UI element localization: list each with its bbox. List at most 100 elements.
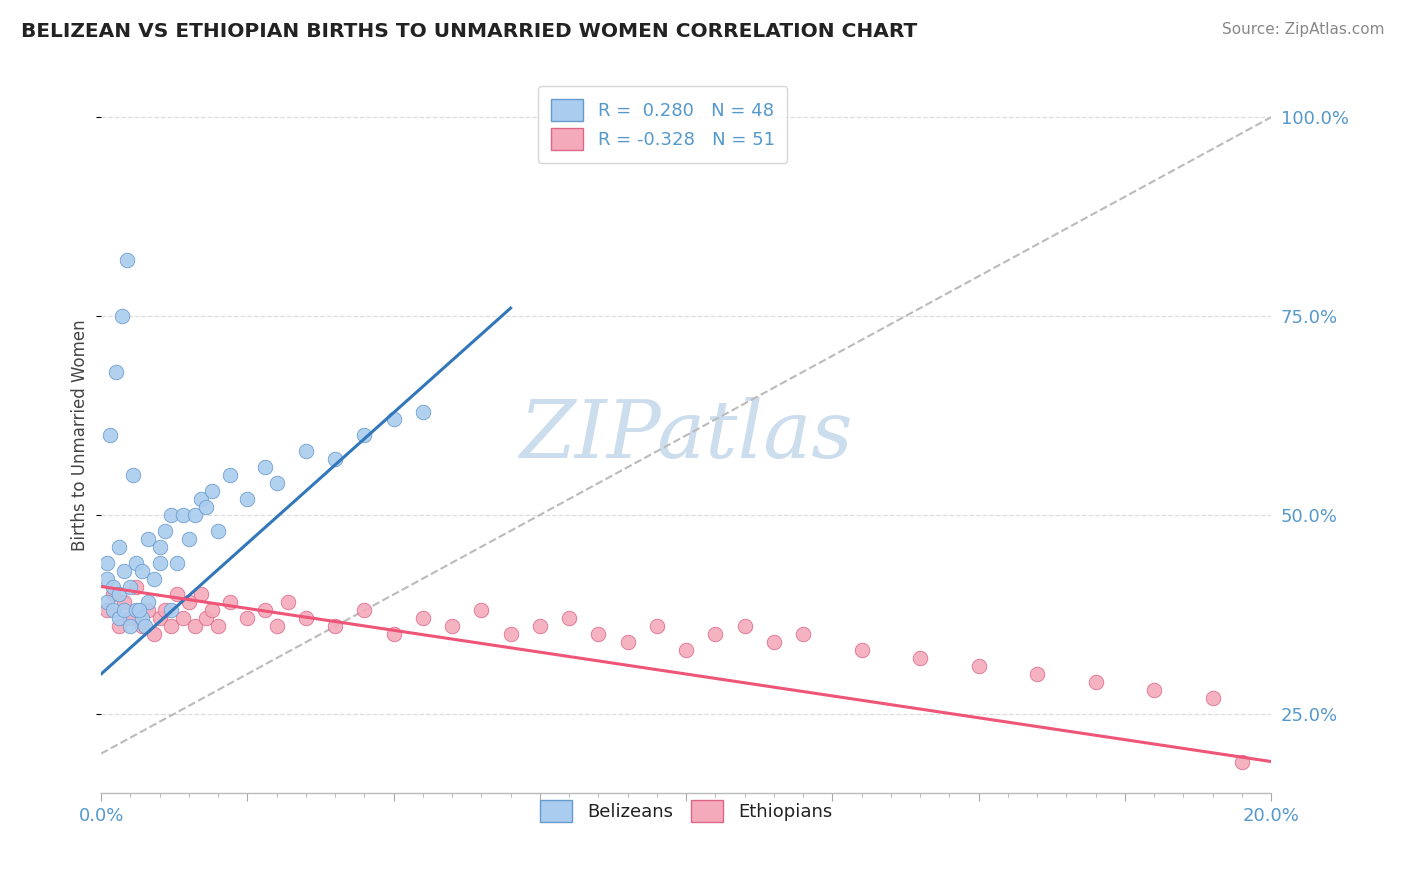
- Point: [183, 508, 205, 522]
- Point: [114, 595, 136, 609]
- Point: [645, 619, 668, 633]
- Point: [125, 603, 148, 617]
- Point: [967, 659, 990, 673]
- Point: [190, 587, 212, 601]
- Point: [207, 524, 229, 538]
- Point: [128, 603, 150, 617]
- Point: [101, 587, 124, 601]
- Point: [155, 524, 177, 538]
- Point: [142, 572, 165, 586]
- Point: [148, 611, 170, 625]
- Point: [96, 603, 118, 617]
- Point: [172, 611, 194, 625]
- Point: [588, 627, 610, 641]
- Point: [131, 611, 153, 625]
- Point: [266, 476, 288, 491]
- Point: [117, 253, 139, 268]
- Point: [851, 643, 873, 657]
- Y-axis label: Births to Unmarried Women: Births to Unmarried Women: [72, 319, 89, 551]
- Point: [101, 603, 124, 617]
- Point: [201, 484, 224, 499]
- Text: ZIPatlas: ZIPatlas: [519, 397, 853, 475]
- Point: [183, 619, 205, 633]
- Point: [96, 556, 118, 570]
- Point: [295, 611, 318, 625]
- Point: [675, 643, 697, 657]
- Point: [529, 619, 551, 633]
- Point: [160, 619, 183, 633]
- Point: [353, 428, 375, 442]
- Point: [195, 611, 218, 625]
- Point: [172, 508, 194, 522]
- Point: [142, 627, 165, 641]
- Point: [122, 468, 145, 483]
- Text: Source: ZipAtlas.com: Source: ZipAtlas.com: [1222, 22, 1385, 37]
- Point: [190, 491, 212, 506]
- Point: [110, 309, 132, 323]
- Point: [323, 619, 346, 633]
- Point: [166, 556, 188, 570]
- Point: [104, 365, 127, 379]
- Point: [96, 595, 118, 609]
- Point: [236, 491, 259, 506]
- Point: [114, 564, 136, 578]
- Point: [412, 611, 434, 625]
- Point: [207, 619, 229, 633]
- Point: [107, 587, 129, 601]
- Point: [236, 611, 259, 625]
- Point: [908, 651, 931, 665]
- Point: [295, 444, 318, 458]
- Point: [107, 540, 129, 554]
- Point: [98, 428, 121, 442]
- Point: [353, 603, 375, 617]
- Point: [218, 595, 240, 609]
- Point: [114, 603, 136, 617]
- Point: [734, 619, 756, 633]
- Point: [382, 627, 405, 641]
- Point: [616, 635, 638, 649]
- Point: [1084, 675, 1107, 690]
- Legend: Belizeans, Ethiopians: Belizeans, Ethiopians: [527, 787, 845, 834]
- Point: [107, 611, 129, 625]
- Point: [134, 619, 156, 633]
- Point: [177, 595, 200, 609]
- Text: BELIZEAN VS ETHIOPIAN BIRTHS TO UNMARRIED WOMEN CORRELATION CHART: BELIZEAN VS ETHIOPIAN BIRTHS TO UNMARRIE…: [21, 22, 917, 41]
- Point: [166, 587, 188, 601]
- Point: [148, 556, 170, 570]
- Point: [470, 603, 492, 617]
- Point: [253, 460, 276, 475]
- Point: [1143, 682, 1166, 697]
- Point: [218, 468, 240, 483]
- Point: [499, 627, 522, 641]
- Point: [107, 619, 129, 633]
- Point: [131, 564, 153, 578]
- Point: [1230, 755, 1253, 769]
- Point: [136, 595, 159, 609]
- Point: [136, 532, 159, 546]
- Point: [1026, 667, 1049, 681]
- Point: [704, 627, 727, 641]
- Point: [96, 572, 118, 586]
- Point: [558, 611, 581, 625]
- Point: [195, 500, 218, 514]
- Point: [125, 556, 148, 570]
- Point: [155, 603, 177, 617]
- Point: [136, 603, 159, 617]
- Point: [1201, 690, 1223, 705]
- Point: [148, 540, 170, 554]
- Point: [266, 619, 288, 633]
- Point: [277, 595, 299, 609]
- Point: [120, 580, 142, 594]
- Point: [441, 619, 464, 633]
- Point: [160, 603, 183, 617]
- Point: [201, 603, 224, 617]
- Point: [131, 619, 153, 633]
- Point: [412, 404, 434, 418]
- Point: [101, 580, 124, 594]
- Point: [762, 635, 785, 649]
- Point: [253, 603, 276, 617]
- Point: [160, 508, 183, 522]
- Point: [125, 580, 148, 594]
- Point: [792, 627, 814, 641]
- Point: [382, 412, 405, 426]
